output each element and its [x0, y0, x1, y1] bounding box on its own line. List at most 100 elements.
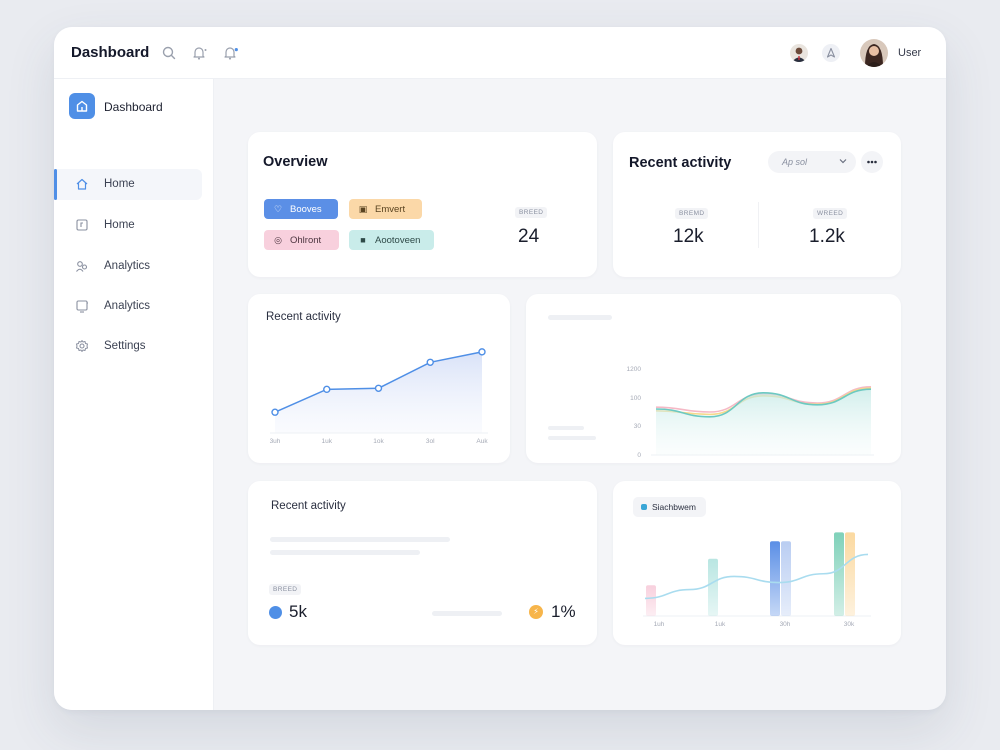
bar-chart-card: Siachbwem 1uh 1uk 30h 30k	[613, 481, 901, 645]
notification-bell-icon[interactable]	[222, 45, 238, 61]
chart-icon	[75, 299, 89, 313]
value-right: 1%	[551, 602, 576, 621]
stat-label: BREED	[515, 207, 548, 218]
text-placeholder	[270, 537, 450, 542]
bar	[845, 532, 855, 616]
sidebar-item-analytics[interactable]: Analytics	[54, 251, 202, 282]
chip-emvert[interactable]: ▣ Emvert	[349, 199, 422, 219]
legend-chip[interactable]: Siachbwem	[633, 497, 706, 517]
chevron-down-icon	[839, 159, 847, 164]
recent-activity-card: Recent activity Ap sol BREMD 12k WREED 1…	[613, 132, 901, 277]
legend-dot-icon	[641, 504, 647, 510]
x-tick-label: 1uk	[322, 438, 333, 445]
line-point	[323, 385, 331, 394]
sidebar-item-settings[interactable]: Settings	[54, 331, 202, 362]
x-tick-label: 3ol	[426, 438, 435, 445]
stat-label: BREMD	[675, 208, 709, 219]
line-point	[374, 384, 383, 392]
bar	[646, 585, 656, 616]
trend-line	[644, 553, 869, 600]
top-bar: Dashboard User	[54, 27, 946, 79]
x-tick-label: 1uh	[654, 621, 665, 628]
file-icon	[75, 218, 89, 232]
sidebar-item-label: Analytics	[104, 260, 151, 272]
app-title: Dashboard	[71, 44, 150, 61]
gear-icon	[75, 339, 89, 353]
user-avatar[interactable]	[860, 39, 888, 67]
contact-avatar[interactable]	[790, 44, 808, 62]
puzzle-icon: ■	[360, 235, 366, 245]
stat-label: WREED	[813, 208, 848, 219]
wave-chart-card: 03010012002ln5lnruk0ok50k	[526, 294, 901, 463]
heart-icon: ♡	[273, 203, 283, 214]
bell-icon[interactable]	[191, 45, 207, 61]
activity-summary-card: Recent activity BREED 5k ⚡ 1%	[248, 481, 597, 645]
y-tick-label: 30	[634, 423, 642, 430]
y-tick-label: 0	[637, 452, 641, 459]
stat-label: BREED	[269, 584, 302, 595]
box-icon: ▣	[358, 203, 368, 214]
wave-area	[656, 389, 871, 455]
navigation-icon[interactable]	[822, 44, 840, 62]
camera-icon: ◎	[274, 234, 282, 245]
sidebar-item-label: Analytics	[104, 300, 151, 312]
home-icon	[75, 177, 89, 191]
blue-dot-icon	[269, 606, 282, 619]
more-icon	[867, 160, 877, 164]
period-select[interactable]: Ap sol	[768, 151, 856, 173]
overview-card: Overview ♡ Booves ▣ Emvert ◎ Ohlront ■ Aooto…	[248, 132, 597, 277]
overview-title: Overview	[263, 154, 328, 170]
sidebar-item-analytics-2[interactable]: Analytics	[54, 291, 202, 322]
bar	[834, 532, 844, 616]
wave-chart: 03010012002ln5lnruk0ok50k	[627, 366, 874, 459]
line-chart-title: Recent activity	[266, 311, 341, 323]
bar	[781, 541, 791, 616]
y-tick-label: 1200	[627, 366, 642, 373]
line-point	[271, 408, 279, 416]
bolt-icon: ⚡	[529, 605, 543, 619]
app-window: Dashboard User Dashboard Home	[54, 27, 946, 710]
sidebar-item-label: Home	[104, 219, 135, 231]
line-point	[478, 348, 486, 356]
x-tick-label: 30k	[844, 621, 855, 628]
more-options-button[interactable]	[861, 151, 883, 173]
recent-activity-title: Recent activity	[629, 155, 732, 171]
sidebar-item-home[interactable]: Home	[54, 169, 202, 200]
summary-title: Recent activity	[271, 500, 346, 512]
chip-ohlront[interactable]: ◎ Ohlront	[264, 230, 339, 250]
x-tick-label: Auk	[476, 438, 488, 445]
sidebar-item-home-2[interactable]: Home	[54, 210, 202, 241]
divider	[758, 202, 759, 248]
line-chart-card: Recent activity 3uh 1uk 1ok 3ol Auk	[248, 294, 510, 463]
bar	[708, 558, 718, 616]
search-icon[interactable]	[161, 45, 177, 61]
value-left: 5k	[289, 602, 307, 621]
text-placeholder	[548, 426, 584, 430]
wave-series	[655, 388, 872, 418]
users-icon	[75, 259, 89, 273]
brand-home-icon[interactable]	[69, 93, 95, 119]
stat-value: 1.2k	[809, 226, 845, 247]
chip-aootoveen[interactable]: ■ Aootoveen	[349, 230, 434, 250]
progress-placeholder	[432, 611, 502, 616]
chip-booves[interactable]: ♡ Booves	[264, 199, 338, 219]
line-point	[426, 358, 434, 366]
stat-value: 24	[518, 226, 540, 247]
text-placeholder	[270, 550, 420, 555]
brand-label: Dashboard	[104, 100, 163, 114]
y-tick-label: 100	[630, 395, 641, 402]
sidebar-item-label: Settings	[104, 340, 146, 352]
line-chart: 3uh 1uk 1ok 3ol Auk	[270, 348, 488, 445]
bar-chart: 1uh 1uk 30h 30k	[643, 532, 871, 628]
sidebar: Dashboard Home Home Analytics Analytics …	[54, 79, 214, 710]
x-tick-label: 1uk	[715, 621, 726, 628]
user-name: User	[898, 47, 922, 59]
text-placeholder	[548, 436, 596, 440]
title-placeholder	[548, 315, 612, 320]
stat-value: 12k	[673, 226, 704, 247]
x-tick-label: 1ok	[373, 438, 384, 445]
line-area	[275, 351, 482, 433]
x-tick-label: 3uh	[270, 438, 281, 445]
x-tick-label: 30h	[780, 621, 791, 628]
bar	[770, 541, 780, 616]
